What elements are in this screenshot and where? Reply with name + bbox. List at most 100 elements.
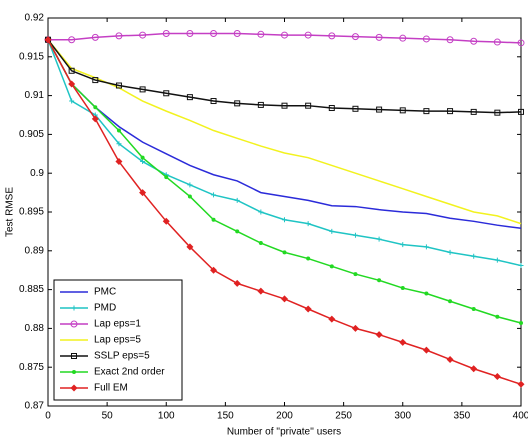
marker (139, 31, 147, 39)
series (44, 30, 525, 47)
x-tick-label: 400 (513, 411, 528, 422)
marker (282, 217, 287, 223)
legend-label: SSLP eps=5 (94, 351, 150, 362)
marker (163, 90, 170, 97)
marker (211, 217, 216, 222)
legend-label: Exact 2nd order (94, 367, 165, 378)
marker (399, 338, 407, 346)
y-tick-label: 0.92 (25, 13, 45, 24)
marker (517, 39, 525, 47)
marker (186, 30, 194, 38)
marker (351, 33, 359, 41)
marker (305, 221, 311, 227)
marker (210, 98, 217, 105)
marker (446, 355, 454, 363)
marker (68, 80, 76, 88)
y-tick-label: 0.895 (19, 207, 44, 218)
marker (376, 236, 382, 242)
marker (352, 232, 358, 238)
marker (162, 217, 170, 225)
marker (352, 105, 359, 112)
line (48, 32, 522, 44)
marker (258, 241, 263, 246)
marker (494, 257, 500, 263)
marker (233, 279, 241, 287)
marker (423, 244, 429, 250)
marker (447, 249, 453, 255)
marker (493, 373, 501, 381)
marker (329, 228, 335, 234)
series (47, 39, 522, 225)
x-tick-label: 50 (102, 411, 114, 422)
marker (92, 77, 99, 84)
marker (494, 109, 501, 116)
marker (91, 115, 99, 123)
marker (377, 278, 382, 283)
marker (115, 158, 123, 166)
marker (281, 102, 288, 109)
marker (93, 105, 98, 110)
marker (518, 263, 524, 269)
marker (233, 30, 241, 38)
marker (305, 102, 312, 109)
marker (519, 320, 523, 325)
marker (234, 100, 241, 107)
marker (470, 108, 477, 115)
marker (376, 106, 383, 113)
marker (68, 67, 75, 74)
marker (115, 82, 122, 89)
marker (91, 33, 99, 41)
marker (422, 346, 430, 354)
legend-label: PMC (94, 287, 116, 298)
marker (447, 108, 454, 115)
y-tick-label: 0.885 (19, 284, 44, 295)
line (47, 39, 522, 230)
legend-label: Lap eps=1 (94, 319, 141, 330)
y-tick-label: 0.9 (30, 168, 44, 179)
marker (162, 30, 170, 38)
marker (258, 209, 264, 215)
marker (257, 287, 265, 295)
marker (304, 305, 312, 313)
marker (471, 253, 477, 259)
marker (423, 108, 430, 115)
marker (446, 36, 454, 44)
marker (471, 307, 476, 311)
y-tick-label: 0.89 (25, 245, 45, 256)
marker (353, 272, 358, 277)
y-tick-label: 0.905 (19, 129, 44, 140)
marker (235, 229, 240, 234)
marker (186, 94, 193, 101)
y-tick-label: 0.91 (25, 90, 45, 101)
marker (140, 159, 146, 165)
series (47, 39, 522, 230)
marker (187, 194, 192, 199)
legend-label: Lap eps=5 (94, 335, 141, 346)
y-tick-label: 0.915 (19, 51, 44, 62)
marker (68, 36, 76, 44)
marker (375, 33, 383, 41)
marker (328, 315, 336, 323)
line (47, 39, 522, 114)
y-tick-label: 0.875 (19, 362, 44, 373)
marker (306, 256, 311, 261)
marker (139, 86, 146, 93)
marker (69, 98, 75, 104)
marker (257, 30, 265, 38)
marker (44, 36, 52, 44)
marker (375, 331, 383, 339)
x-tick-label: 200 (276, 411, 293, 422)
x-tick-label: 0 (45, 411, 51, 422)
marker (329, 264, 334, 269)
legend-label: PMD (94, 303, 116, 314)
marker (116, 128, 121, 133)
marker (186, 243, 194, 251)
marker (304, 31, 312, 39)
x-tick-label: 250 (335, 411, 352, 422)
marker (115, 32, 123, 40)
marker (211, 192, 217, 198)
y-tick-label: 0.88 (25, 323, 45, 334)
marker (210, 266, 218, 274)
legend-marker (71, 305, 77, 311)
marker (399, 107, 406, 114)
